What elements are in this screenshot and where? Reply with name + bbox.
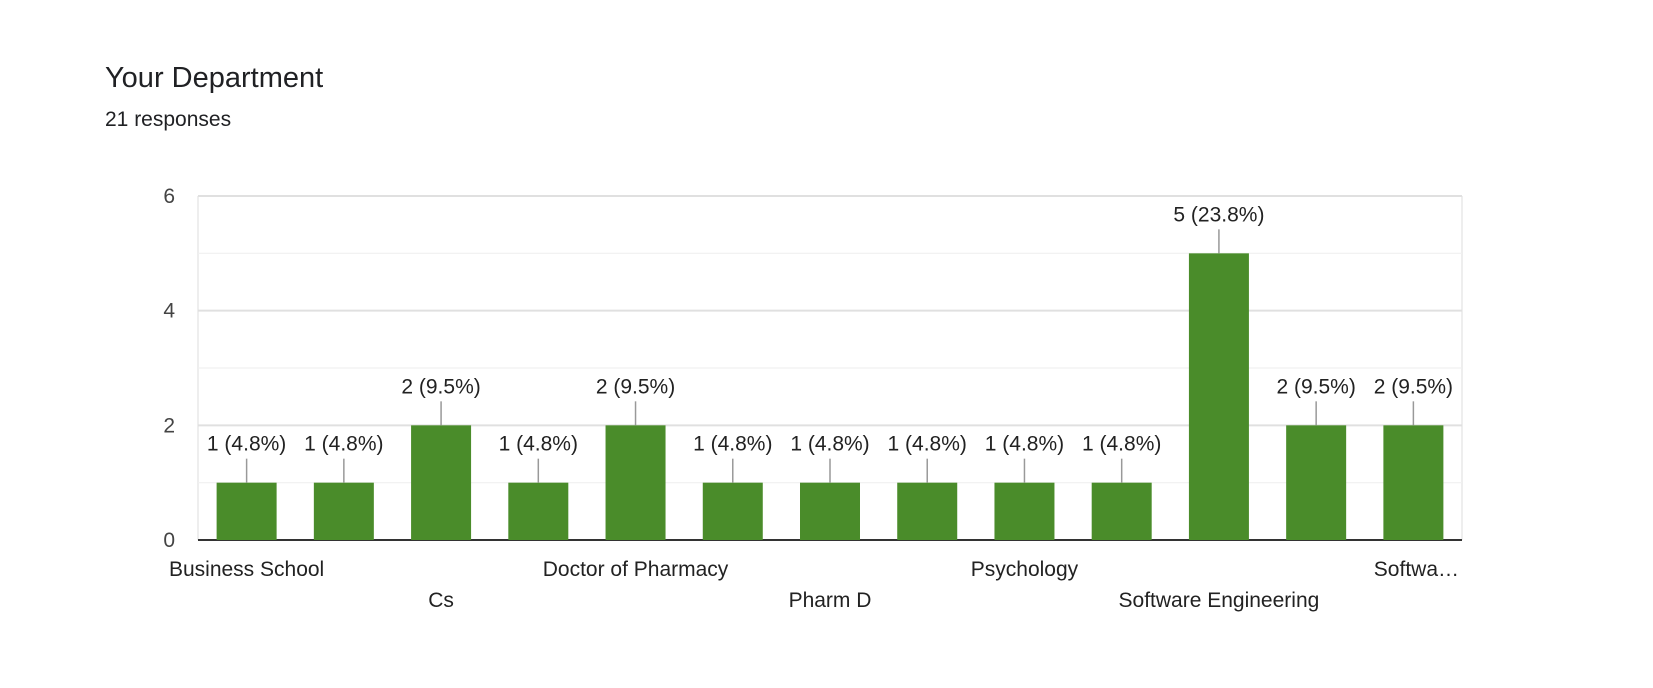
bar bbox=[994, 482, 1055, 540]
data-label: 2 (9.5%) bbox=[1276, 375, 1355, 398]
data-label: 2 (9.5%) bbox=[1374, 375, 1453, 398]
data-label: 1 (4.8%) bbox=[790, 433, 869, 456]
data-label: 1 (4.8%) bbox=[207, 433, 286, 456]
bar bbox=[508, 482, 569, 540]
question-title: Your Department bbox=[105, 62, 324, 94]
bar bbox=[702, 482, 763, 540]
y-tick-label: 0 bbox=[163, 529, 175, 552]
x-category-label: Softwa… bbox=[1374, 558, 1459, 581]
data-label: 1 (4.8%) bbox=[1082, 433, 1161, 456]
bar bbox=[1383, 425, 1444, 540]
x-category-label: Doctor of Pharmacy bbox=[543, 558, 729, 581]
y-tick-label: 6 bbox=[163, 185, 175, 208]
bar bbox=[1091, 482, 1152, 540]
x-category-label: Business School bbox=[169, 558, 324, 581]
x-category-label: Software Engineering bbox=[1119, 589, 1320, 612]
bar bbox=[897, 482, 958, 540]
y-tick-label: 2 bbox=[163, 414, 175, 437]
data-label: 2 (9.5%) bbox=[401, 375, 480, 398]
data-label: 1 (4.8%) bbox=[888, 433, 967, 456]
data-label: 1 (4.8%) bbox=[985, 433, 1064, 456]
bar bbox=[605, 425, 666, 540]
data-label: 1 (4.8%) bbox=[693, 433, 772, 456]
bar bbox=[313, 482, 374, 540]
y-tick-label: 4 bbox=[163, 300, 175, 323]
response-count: 21 responses bbox=[105, 108, 232, 131]
data-labels: 1 (4.8%) 1 (4.8%) 2 (9.5%) 1 (4.8%) 2 (9.5%)… bbox=[207, 203, 1453, 483]
x-axis-labels: Business School Cs Doctor of Pharmacy Pharm… bbox=[169, 558, 1459, 612]
bar bbox=[800, 482, 860, 540]
data-label: 2 (9.5%) bbox=[596, 375, 675, 398]
bars bbox=[216, 253, 1444, 541]
x-category-label: Pharm D bbox=[789, 589, 872, 612]
data-label: 1 (4.8%) bbox=[499, 433, 578, 456]
bar bbox=[1188, 253, 1249, 541]
data-label: 5 (23.8%) bbox=[1173, 203, 1264, 226]
x-category-label: Psychology bbox=[971, 558, 1079, 581]
x-category-label: Cs bbox=[428, 589, 454, 612]
bar bbox=[411, 425, 472, 540]
bar bbox=[1286, 425, 1347, 540]
bar bbox=[216, 482, 277, 540]
y-axis-ticks: 0 2 4 6 bbox=[163, 185, 175, 552]
data-label: 1 (4.8%) bbox=[304, 433, 383, 456]
